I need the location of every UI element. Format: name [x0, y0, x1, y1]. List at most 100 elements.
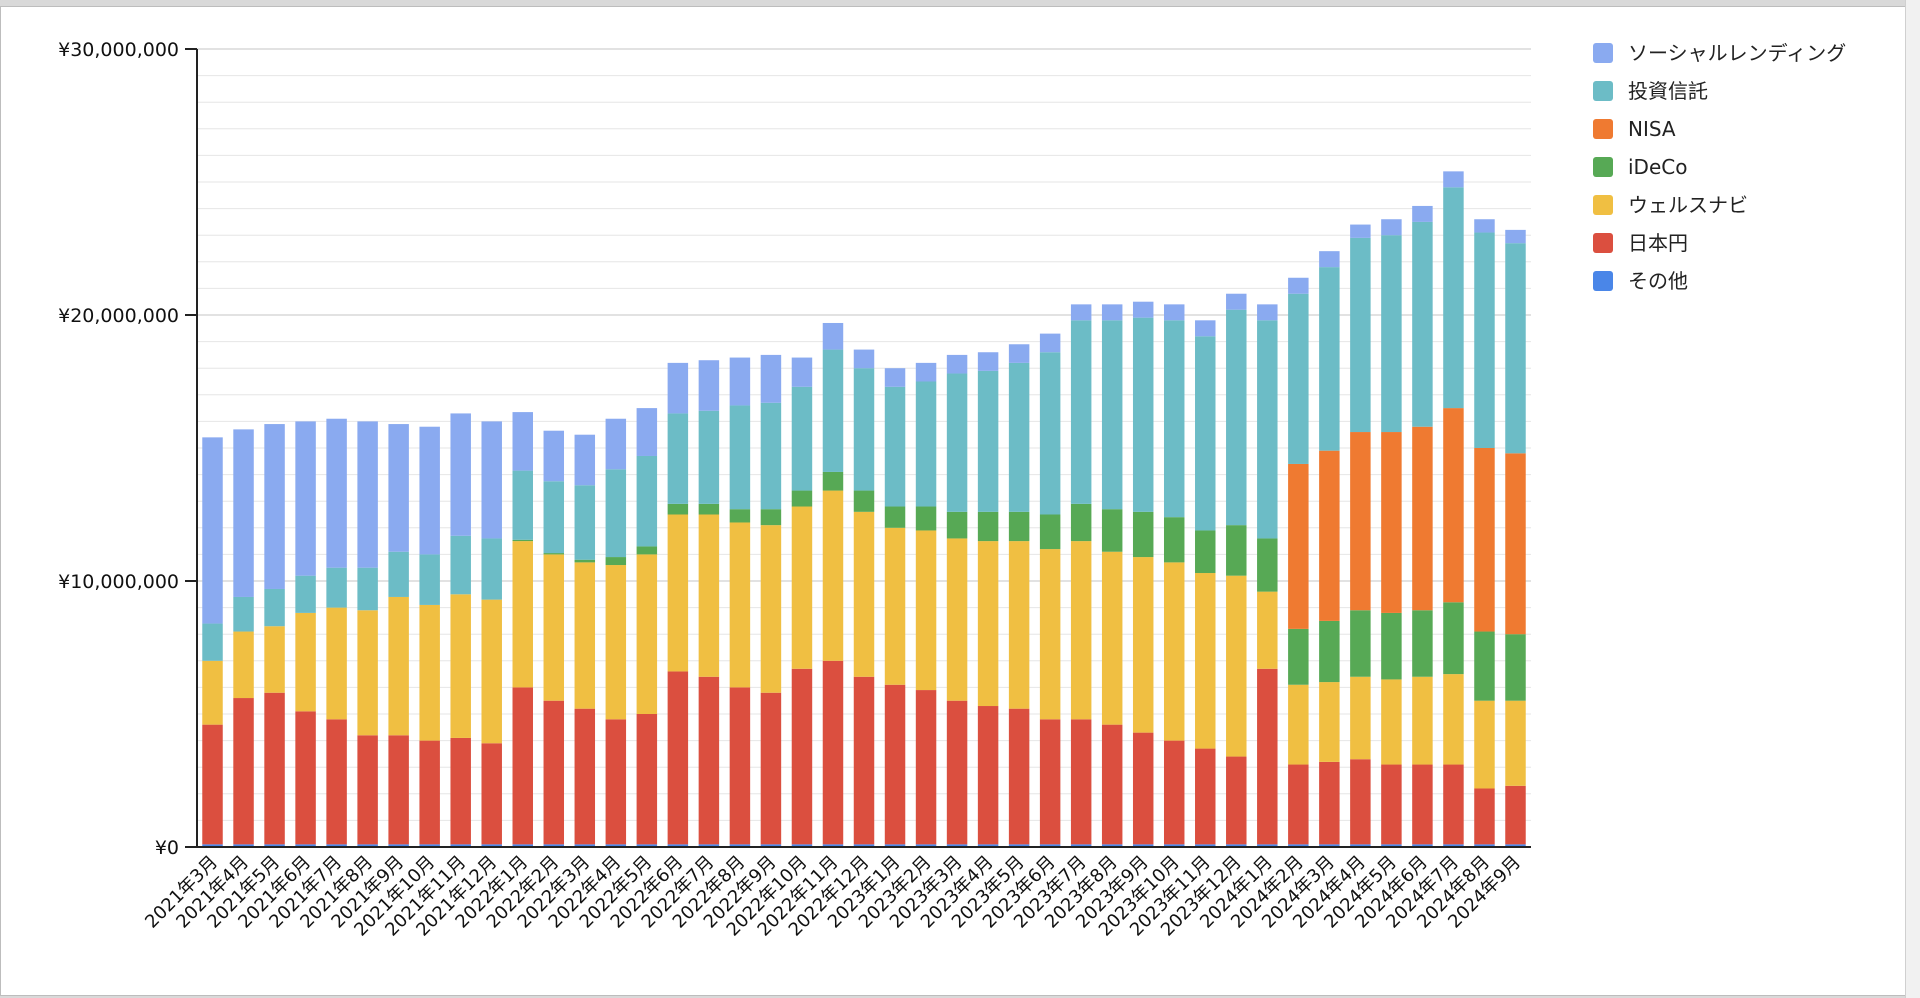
bar-segment[interactable] [822, 844, 844, 847]
bar-segment[interactable] [1039, 352, 1061, 515]
bar-segment[interactable] [357, 735, 378, 845]
bar-segment[interactable] [853, 844, 875, 847]
bar-segment[interactable] [1350, 676, 1371, 760]
bar-segment[interactable] [605, 469, 627, 558]
legend-label[interactable]: NISA [1628, 117, 1676, 141]
bar-segment[interactable] [977, 706, 999, 845]
bar-segment[interactable] [1008, 708, 1030, 845]
bar-segment[interactable] [1226, 756, 1247, 845]
bar-segment[interactable] [1319, 844, 1340, 847]
bar-segment[interactable] [760, 844, 782, 847]
bar-segment[interactable] [233, 596, 254, 632]
bar-segment[interactable] [574, 434, 596, 486]
bar-segment[interactable] [264, 844, 285, 847]
bar-segment[interactable] [1381, 219, 1402, 236]
bar-segment[interactable] [636, 546, 658, 555]
legend-label[interactable]: その他 [1628, 269, 1688, 293]
bar-segment[interactable] [1163, 517, 1185, 563]
bar-segment[interactable] [791, 668, 813, 845]
bar-segment[interactable] [264, 692, 285, 845]
bar-segment[interactable] [1288, 463, 1309, 629]
bar-segment[interactable] [884, 506, 906, 528]
bar-segment[interactable] [1257, 668, 1278, 845]
bar-segment[interactable] [450, 413, 471, 536]
bar-segment[interactable] [698, 514, 720, 677]
bar-segment[interactable] [698, 410, 720, 504]
bar-segment[interactable] [729, 844, 751, 847]
bar-segment[interactable] [202, 660, 223, 725]
bar-segment[interactable] [512, 412, 533, 471]
bar-segment[interactable] [1288, 628, 1309, 685]
bar-segment[interactable] [1070, 719, 1092, 845]
bar-segment[interactable] [1039, 549, 1061, 720]
bar-segment[interactable] [1132, 317, 1154, 512]
bar-segment[interactable] [853, 368, 875, 491]
bar-segment[interactable] [977, 541, 999, 707]
bar-segment[interactable] [1474, 700, 1495, 789]
bar-segment[interactable] [915, 530, 937, 691]
bar-segment[interactable] [450, 737, 471, 845]
bar-segment[interactable] [760, 692, 782, 845]
bar-segment[interactable] [760, 402, 782, 510]
bar-segment[interactable] [946, 538, 968, 701]
bar-segment[interactable] [1319, 267, 1340, 451]
bar-segment[interactable] [1070, 304, 1092, 321]
bar-segment[interactable] [202, 623, 223, 661]
bar-segment[interactable] [512, 687, 533, 845]
bar-segment[interactable] [636, 455, 658, 547]
bar-segment[interactable] [884, 386, 906, 507]
bar-segment[interactable] [1319, 620, 1340, 683]
bar-segment[interactable] [884, 844, 906, 847]
bar-segment[interactable] [357, 421, 378, 568]
bar-segment[interactable] [822, 490, 844, 661]
bar-segment[interactable] [667, 671, 689, 845]
bar-segment[interactable] [295, 575, 316, 613]
bar-segment[interactable] [512, 539, 533, 542]
bar-segment[interactable] [1226, 844, 1247, 847]
bar-segment[interactable] [1163, 320, 1185, 518]
bar-segment[interactable] [1195, 573, 1216, 749]
bar-segment[interactable] [481, 599, 502, 744]
bar-segment[interactable] [853, 676, 875, 845]
bar-segment[interactable] [791, 490, 813, 507]
bar-segment[interactable] [388, 735, 409, 845]
bar-segment[interactable] [202, 724, 223, 845]
bar-segment[interactable] [853, 349, 875, 369]
bar-segment[interactable] [1381, 679, 1402, 765]
bar-segment[interactable] [1412, 676, 1433, 765]
bar-segment[interactable] [202, 844, 223, 847]
bar-segment[interactable] [1039, 719, 1061, 845]
bar-segment[interactable] [1443, 844, 1464, 847]
bar-segment[interactable] [419, 604, 440, 741]
bar-segment[interactable] [791, 357, 813, 387]
bar-segment[interactable] [853, 490, 875, 512]
bar-segment[interactable] [543, 481, 565, 554]
bar-segment[interactable] [1163, 740, 1185, 845]
bar-segment[interactable] [1319, 761, 1340, 845]
bar-segment[interactable] [1381, 432, 1402, 613]
bar-segment[interactable] [1350, 610, 1371, 677]
bar-segment[interactable] [1039, 844, 1061, 847]
bar-segment[interactable] [357, 844, 378, 847]
bar-segment[interactable] [1163, 304, 1185, 321]
bar-segment[interactable] [729, 509, 751, 523]
bar-segment[interactable] [884, 527, 906, 685]
bar-segment[interactable] [791, 844, 813, 847]
bar-segment[interactable] [729, 357, 751, 406]
bar-segment[interactable] [233, 631, 254, 699]
bar-segment[interactable] [1070, 320, 1092, 504]
bar-segment[interactable] [388, 596, 409, 736]
bar-segment[interactable] [419, 554, 440, 605]
bar-segment[interactable] [791, 386, 813, 491]
bar-segment[interactable] [295, 844, 316, 847]
bar-segment[interactable] [481, 844, 502, 847]
bar-segment[interactable] [760, 525, 782, 693]
bar-segment[interactable] [1443, 408, 1464, 603]
bar-segment[interactable] [264, 424, 285, 589]
bar-segment[interactable] [636, 714, 658, 845]
bar-segment[interactable] [1412, 610, 1433, 677]
bar-segment[interactable] [636, 844, 658, 847]
bar-segment[interactable] [574, 844, 596, 847]
bar-segment[interactable] [1101, 844, 1123, 847]
bar-segment[interactable] [884, 684, 906, 845]
